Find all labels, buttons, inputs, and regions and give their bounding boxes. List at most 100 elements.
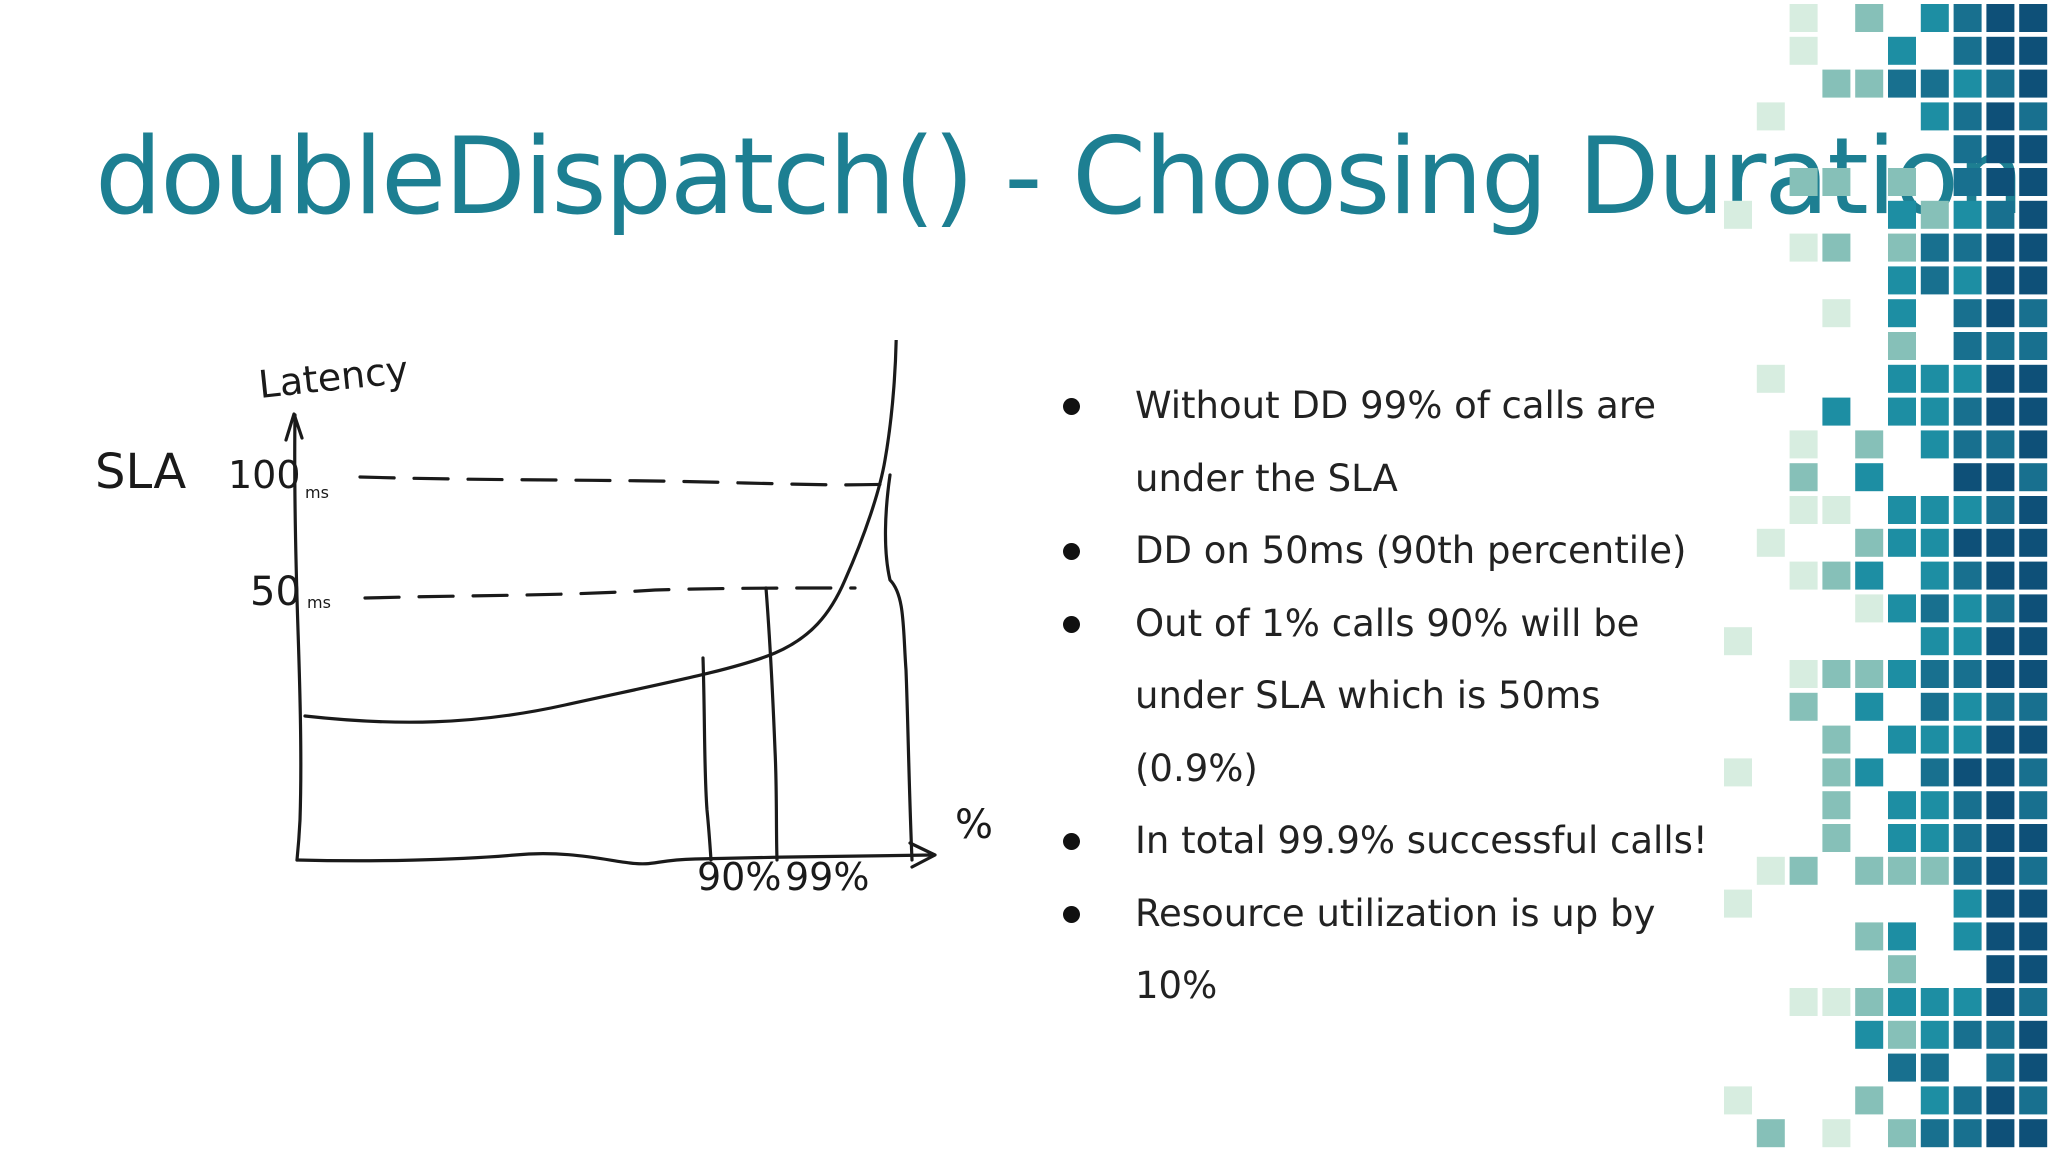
mosaic-tile <box>1986 102 2015 131</box>
mosaic-tile <box>2019 1020 2048 1049</box>
mosaic-tile <box>1953 69 1982 98</box>
mosaic-tile <box>1888 922 1916 951</box>
mosaic-tile <box>1920 266 1949 295</box>
mosaic-tile <box>1822 233 1851 262</box>
mosaic-tile <box>1888 791 1916 820</box>
mosaic-tile <box>1789 856 1818 885</box>
mosaic-tile <box>1986 627 2015 656</box>
mosaic-tile <box>2019 135 2048 164</box>
bullet-item: Without DD 99% of calls are under the SL… <box>1055 370 1715 515</box>
mosaic-tile <box>1986 758 2015 787</box>
mosaic-tile <box>1986 332 2015 360</box>
mosaic-tile <box>1822 397 1851 426</box>
mosaic-tile <box>1888 1119 1916 1148</box>
sla-label: SLA <box>95 444 186 500</box>
mosaic-tile <box>2019 594 2048 623</box>
mosaic-tile <box>1888 594 1916 623</box>
mosaic-tile <box>2019 69 2048 98</box>
mosaic-tile <box>1920 200 1949 229</box>
mosaic-tile <box>1920 69 1949 98</box>
mosaic-tile <box>1920 627 1949 656</box>
mosaic-tile <box>1888 955 1916 984</box>
mosaic-tile <box>2019 988 2048 1016</box>
y-axis-arrowhead <box>284 412 304 442</box>
mosaic-tile <box>1756 856 1785 885</box>
mosaic-tile <box>1986 463 2015 492</box>
mosaic-tile <box>1953 1086 1982 1115</box>
mosaic-tile <box>2019 627 2048 656</box>
mosaic-tile <box>1888 364 1916 393</box>
mosaic-tile <box>1953 791 1982 820</box>
mosaic-tile <box>1920 856 1949 885</box>
x-tick-99: 99% <box>785 855 869 899</box>
mosaic-tile <box>2019 233 2048 262</box>
mosaic-tile <box>1953 1119 1982 1148</box>
mosaic-tile <box>1953 430 1982 459</box>
mosaic-tile <box>1986 266 2015 295</box>
mosaic-tile <box>1986 364 2015 393</box>
mosaic-tile <box>1822 168 1851 196</box>
mosaic-tile <box>1953 397 1982 426</box>
mosaic-tile <box>1855 856 1884 885</box>
mosaic-tile <box>1953 561 1982 590</box>
mosaic-tile <box>1953 824 1982 852</box>
decorative-pixel-mosaic <box>1724 4 2048 1148</box>
mosaic-tile <box>1756 364 1785 393</box>
mosaic-tile <box>1986 496 2015 524</box>
mosaic-tile <box>1986 397 2015 426</box>
mosaic-tile <box>1724 889 1752 918</box>
mosaic-tile <box>1888 725 1916 754</box>
mosaic-tile <box>2019 397 2048 426</box>
mosaic-tile <box>1986 69 2015 98</box>
mosaic-tile <box>1953 463 1982 492</box>
mosaic-tile <box>2019 856 2048 885</box>
mosaic-tile <box>1724 627 1752 656</box>
mosaic-tile <box>1986 889 2015 918</box>
mosaic-tile <box>1953 988 1982 1016</box>
mosaic-tile <box>1986 955 2015 984</box>
mosaic-tile <box>1822 988 1851 1016</box>
bullet-dot-icon <box>1063 543 1080 560</box>
mosaic-tile <box>1855 988 1884 1016</box>
mosaic-tile <box>1855 758 1884 787</box>
mosaic-tile <box>1822 1119 1851 1148</box>
mosaic-tile <box>1724 758 1752 787</box>
mosaic-tile <box>2019 725 2048 754</box>
mosaic-tile <box>1888 200 1916 229</box>
mosaic-tile <box>1822 561 1851 590</box>
mosaic-tile <box>1920 725 1949 754</box>
mosaic-tile <box>1822 660 1851 688</box>
mosaic-tile <box>1920 660 1949 688</box>
mosaic-tile <box>1920 233 1949 262</box>
mosaic-tile <box>1986 36 2015 65</box>
mosaic-tile <box>1920 594 1949 623</box>
bullet-text: DD on 50ms (90th percentile) <box>1135 529 1687 572</box>
mosaic-tile <box>1986 299 2015 328</box>
latency-sketch-diagram: Latency SLA 100 ms 50 ms % 90% 99% <box>95 340 993 899</box>
mosaic-tile <box>1920 528 1949 557</box>
mosaic-tile <box>1953 266 1982 295</box>
mosaic-tile <box>2019 824 2048 852</box>
mosaic-tile <box>1920 4 1949 32</box>
mosaic-tile <box>1888 168 1916 196</box>
mosaic-tile <box>2019 1053 2048 1082</box>
mosaic-tile <box>2019 266 2048 295</box>
mosaic-tile <box>1953 332 1982 360</box>
mosaic-tile <box>1986 561 2015 590</box>
mosaic-tile <box>1888 528 1916 557</box>
mosaic-tile <box>1986 1119 2015 1148</box>
mosaic-tile <box>1986 725 2015 754</box>
mosaic-tile <box>2019 200 2048 229</box>
mosaic-tile <box>2019 758 2048 787</box>
bullet-dot-icon <box>1063 615 1080 633</box>
x-tick-90: 90% <box>697 855 781 899</box>
mosaic-tile <box>1986 824 2015 852</box>
mosaic-tile <box>1888 332 1916 360</box>
mosaic-tile <box>1920 1053 1949 1082</box>
mosaic-tile <box>1724 1086 1752 1115</box>
mosaic-tile <box>1986 430 2015 459</box>
bullet-item: Resource utilization is up by 10% <box>1055 878 1715 1023</box>
latency-curve <box>303 340 898 724</box>
mosaic-tile <box>1920 988 1949 1016</box>
mosaic-tile <box>1986 856 2015 885</box>
